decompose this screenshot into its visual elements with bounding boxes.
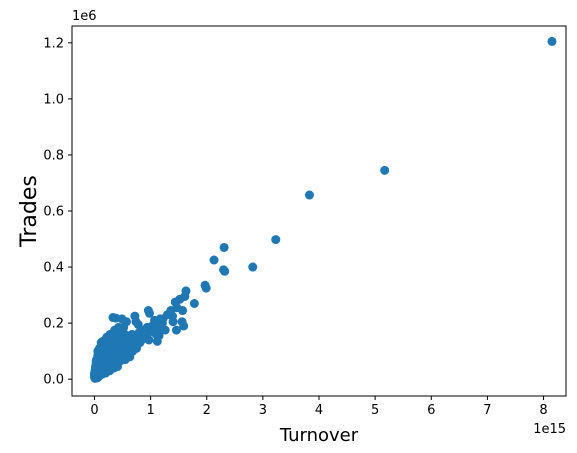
scatter-point [178, 306, 188, 316]
scatter-point [157, 318, 167, 328]
y-tick-label: 0.4 [43, 261, 64, 276]
scatter-point [201, 283, 211, 293]
scatter-point [139, 327, 149, 337]
x-tick-label: 8 [539, 403, 547, 418]
y-tick-label: 1.2 [43, 36, 64, 51]
scatter-point [179, 321, 189, 331]
y-tick-label: 0.2 [43, 317, 64, 332]
y-axis-ticks: 0.0 0.2 0.4 0.6 0.8 1.0 1.2 [43, 36, 72, 388]
scatter-point [171, 325, 181, 335]
scatter-point [220, 266, 230, 276]
scatter-point [131, 317, 141, 327]
scatter-point [132, 332, 142, 342]
scatter-point [127, 339, 136, 349]
scatter-point [547, 36, 557, 46]
data-points [89, 36, 557, 383]
scatter-point [271, 235, 281, 245]
scatter-point [109, 363, 119, 373]
scatter-point [152, 336, 162, 346]
scatter-point [168, 317, 178, 327]
x-tick-label: 4 [315, 403, 323, 418]
scatter-point [93, 346, 103, 356]
y-tick-label: 1.0 [43, 92, 64, 107]
x-tick-label: 5 [371, 403, 379, 418]
scatter-point [160, 325, 170, 335]
x-tick-label: 6 [427, 403, 435, 418]
scatter-point [144, 335, 154, 345]
x-tick-label: 3 [259, 403, 267, 418]
scatter-point [189, 299, 199, 308]
scatter-point [114, 322, 124, 332]
scatter-point [304, 190, 314, 200]
x-axis-ticks: 0 1 2 3 4 5 6 7 8 [90, 396, 548, 418]
x-axis-offset-label: 1e15 [533, 422, 566, 437]
x-tick-label: 2 [203, 403, 211, 418]
x-tick-label: 1 [146, 403, 154, 418]
scatter-point [248, 262, 258, 272]
scatter-point [111, 313, 121, 323]
scatter-point [151, 329, 161, 339]
scatter-point [93, 356, 103, 366]
scatter-point [144, 308, 154, 318]
y-tick-label: 0.6 [43, 205, 64, 220]
scatter-point [120, 355, 130, 365]
y-axis-label: Trades [17, 175, 42, 248]
scatter-point [380, 165, 390, 175]
x-tick-label: 0 [90, 403, 98, 418]
scatter-point [219, 242, 229, 252]
scatter-point [162, 310, 172, 320]
y-tick-label: 0.8 [43, 148, 64, 163]
scatter-point [209, 255, 219, 265]
scatter-point [147, 321, 157, 331]
y-tick-label: 0.0 [43, 373, 64, 388]
x-tick-label: 7 [483, 403, 491, 418]
x-axis-label: Turnover [279, 425, 359, 446]
y-axis-offset-label: 1e6 [72, 9, 97, 24]
